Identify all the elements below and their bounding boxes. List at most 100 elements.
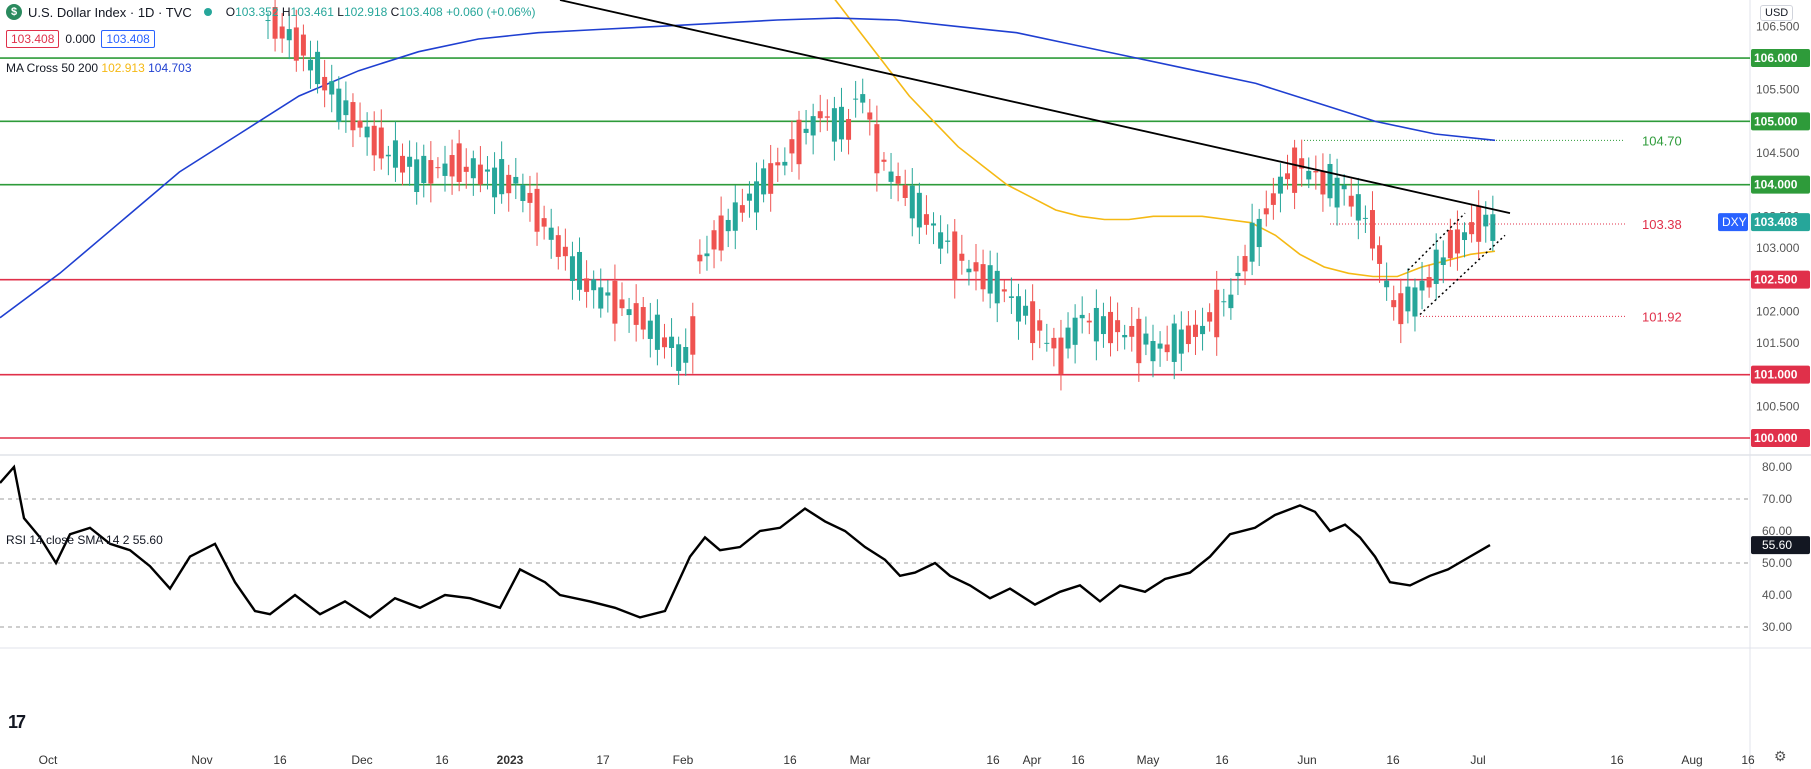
candle-body — [343, 100, 349, 116]
candle-body — [336, 88, 342, 122]
candle-body — [1320, 170, 1326, 195]
candle — [506, 164, 512, 212]
candle — [1426, 264, 1432, 298]
ma200-line — [0, 17, 1496, 319]
candle — [1440, 240, 1446, 284]
level-price-label: 100.000 — [1754, 431, 1798, 445]
currency-selector[interactable]: USD — [1760, 5, 1794, 21]
candle-body — [1426, 277, 1432, 288]
candle — [711, 220, 717, 269]
sell-price-box[interactable]: 103.408 — [6, 30, 60, 48]
candle-body — [1469, 222, 1475, 235]
candle-body — [329, 81, 335, 95]
candle — [987, 250, 993, 309]
candle-body — [1143, 333, 1149, 345]
candle — [442, 145, 448, 192]
candle-body — [1023, 305, 1029, 316]
candle-body — [378, 127, 384, 159]
candle — [435, 157, 441, 179]
candle — [931, 212, 937, 245]
candle — [1214, 270, 1220, 356]
candle — [938, 215, 944, 264]
x-tick-label: 16 — [435, 753, 449, 767]
candle-body — [647, 320, 653, 339]
candle — [725, 208, 731, 248]
candle-body — [527, 192, 533, 203]
candle — [1108, 296, 1114, 357]
candle — [1384, 262, 1390, 301]
candle-body — [1086, 320, 1092, 323]
candle — [1355, 177, 1361, 240]
candle — [350, 93, 356, 148]
candle — [761, 159, 767, 203]
candle-body — [392, 140, 398, 168]
candle — [449, 139, 455, 195]
candle-body — [385, 154, 391, 157]
candle-body — [1292, 147, 1298, 193]
candle — [1051, 327, 1057, 367]
candle — [923, 195, 929, 235]
rsi-legend[interactable]: RSI 14 close SMA 14 2 55.60 — [6, 533, 163, 547]
candle — [1419, 261, 1425, 310]
candle-body — [923, 214, 929, 225]
candle — [591, 270, 597, 309]
candle-body — [1299, 158, 1305, 169]
chart-title[interactable]: U.S. Dollar Index · 1D · TVC — [28, 4, 192, 20]
candle-body — [831, 108, 837, 142]
spread-value: 0.000 — [65, 32, 96, 46]
level-price-label: 102.500 — [1754, 273, 1798, 287]
candle — [697, 239, 703, 274]
candle-body — [697, 254, 703, 262]
ma-cross-legend[interactable]: MA Cross 50 200 102.913 104.703 — [6, 61, 192, 75]
candle — [959, 234, 965, 275]
candle — [902, 169, 908, 207]
y-tick-label: 102.000 — [1756, 304, 1800, 318]
candle — [1235, 255, 1241, 296]
annotation-label: 103.38 — [1642, 217, 1682, 232]
candle — [1341, 174, 1347, 206]
candle-body — [980, 264, 986, 290]
candle-body — [1249, 222, 1255, 262]
buy-price-box[interactable]: 103.408 — [101, 30, 155, 48]
candle-body — [1108, 311, 1114, 344]
candle-body — [1228, 294, 1234, 309]
candle — [1362, 205, 1368, 233]
candle — [1143, 316, 1149, 356]
candle-body — [584, 278, 590, 292]
candle — [966, 259, 972, 286]
candle-body — [1150, 340, 1156, 362]
candle-body — [350, 102, 356, 131]
tradingview-logo-icon[interactable]: 17 — [8, 712, 26, 732]
candle — [754, 162, 760, 231]
candle-body — [725, 219, 731, 232]
candle — [1270, 177, 1276, 220]
candle-body — [499, 159, 505, 195]
candle-body — [300, 34, 306, 56]
candle-body — [931, 223, 937, 226]
candle — [1228, 278, 1234, 320]
rsi-y-tick-label: 50.00 — [1762, 556, 1792, 570]
candle-body — [768, 163, 774, 194]
candle — [775, 147, 781, 182]
candle-body — [626, 309, 632, 316]
candle — [831, 96, 837, 161]
candle-body — [364, 126, 370, 138]
candle — [1044, 323, 1050, 352]
candle-body — [470, 158, 476, 179]
candle — [1299, 139, 1305, 187]
candle — [293, 9, 299, 72]
candle-body — [577, 251, 583, 290]
candle — [824, 99, 830, 131]
candle-body — [1490, 214, 1496, 241]
candle-body — [973, 262, 979, 272]
candle-body — [1483, 214, 1489, 227]
candle — [555, 226, 561, 270]
gear-icon[interactable]: ⚙ — [1774, 748, 1787, 764]
candle — [343, 81, 349, 133]
candle-body — [718, 215, 724, 251]
candle — [633, 284, 639, 342]
x-tick-label: Dec — [351, 753, 372, 767]
x-tick-label: 16 — [1386, 753, 1400, 767]
candle — [1391, 285, 1397, 321]
